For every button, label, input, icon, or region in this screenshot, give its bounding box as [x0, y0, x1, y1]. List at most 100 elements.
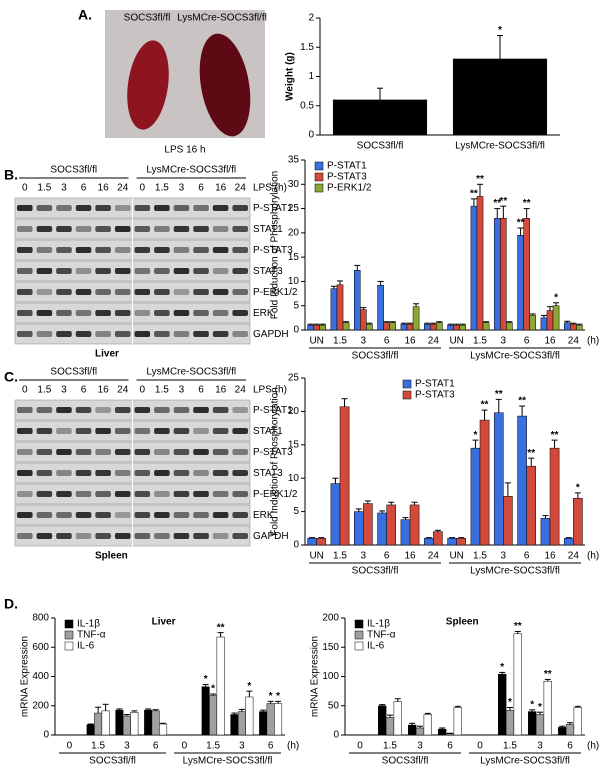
blot-band [154, 310, 170, 316]
bar [342, 322, 350, 331]
blot-band [95, 449, 111, 455]
time-label: 1.5 [37, 385, 51, 396]
bar [319, 324, 327, 331]
blot-band [193, 226, 209, 232]
bar [400, 519, 411, 546]
blot-band [173, 470, 190, 476]
bar [565, 724, 575, 736]
blot-band [56, 331, 72, 337]
blot-band [173, 289, 190, 295]
y-axis-label: Weight (g) [285, 52, 296, 101]
time-label: 3 [61, 385, 67, 396]
blot-band [134, 268, 151, 274]
blot-unit: LPS (h) [253, 183, 287, 194]
bar [430, 323, 437, 331]
bar [353, 270, 361, 331]
bar [503, 495, 513, 546]
x-tick-label: 6 [384, 551, 390, 562]
bar [540, 317, 548, 331]
annotation: ** [517, 218, 525, 229]
x-unit: (h) [587, 336, 599, 347]
bar [389, 322, 397, 331]
y-tick-label: 10 [288, 276, 300, 287]
bar [201, 686, 210, 736]
blot-band [114, 428, 131, 434]
x-tick-label: 0 [477, 741, 483, 752]
bar [528, 711, 537, 736]
blot-band [173, 407, 190, 413]
x-tick-label: 6 [567, 741, 573, 752]
bar [330, 288, 338, 331]
blot-band [154, 512, 170, 518]
blot-row-label: GAPDH [253, 531, 289, 542]
y-tick-label: 600 [32, 642, 49, 653]
blot-band [173, 428, 190, 434]
blot-band [212, 533, 229, 539]
bar [438, 728, 447, 736]
annotation: * [500, 662, 504, 673]
bar [506, 322, 513, 331]
bar [313, 324, 320, 331]
blot-band [114, 205, 131, 211]
bar [570, 323, 577, 331]
annotation: ** [527, 448, 535, 459]
x-tick-label: 3 [537, 741, 543, 752]
blot-band [17, 289, 33, 295]
blot-band [114, 289, 131, 295]
blot-row-label: STAT3 [253, 468, 283, 479]
chart-title: Spleen [446, 617, 479, 628]
bar [409, 504, 420, 546]
bar [122, 715, 131, 736]
blot-band [17, 512, 33, 518]
blot-band [154, 226, 170, 232]
blot-band [17, 331, 33, 337]
x-tick-label: SOCS3fl/fl [357, 141, 404, 152]
blot-band [193, 310, 209, 316]
time-label: 16 [98, 183, 110, 194]
x-tick-label: 1.5 [503, 741, 517, 752]
y-tick-label: 0.5 [300, 100, 314, 111]
blot-band [154, 491, 170, 497]
blot-band [17, 268, 33, 274]
blot-band [36, 310, 53, 316]
blot-band [212, 331, 229, 337]
blot-band [212, 470, 229, 476]
y-tick-label: 25 [288, 373, 300, 384]
annotation: ** [493, 198, 501, 209]
panel-label: A. [78, 7, 92, 23]
annotation: ** [476, 174, 484, 185]
y-tick-label: 200 [322, 613, 339, 624]
blot-band [17, 533, 33, 539]
time-label: 6 [81, 183, 87, 194]
annotation: ** [495, 389, 503, 400]
bar [453, 324, 460, 331]
blot-row-label: ERK [253, 510, 274, 521]
bar [470, 205, 478, 331]
blot-band [193, 407, 209, 413]
blot-band [56, 428, 72, 434]
blot-band [193, 470, 209, 476]
blot-band [212, 205, 229, 211]
blot-band [173, 205, 190, 211]
blot-band [17, 247, 33, 253]
x-tick-label: 3 [124, 741, 130, 752]
blot-band [212, 512, 229, 518]
x-tick-label: 0 [67, 741, 73, 752]
blot-band [154, 470, 170, 476]
chart-title: Liver [152, 617, 176, 628]
time-label: 16 [98, 385, 110, 396]
x-tick-label: LysMCre-SOCS3fl/fl [455, 141, 545, 152]
time-label: 3 [179, 183, 185, 194]
blot-band [95, 247, 111, 253]
x-tick-label: 1.5 [333, 336, 347, 347]
blot-band [212, 310, 229, 316]
bar [339, 406, 350, 546]
time-label: 1.5 [155, 385, 169, 396]
legend-label: P-STAT3 [327, 172, 367, 183]
blot-band [114, 310, 131, 316]
bar [482, 322, 490, 331]
blot-band [173, 491, 190, 497]
bar [540, 518, 551, 546]
blot-band [36, 491, 53, 497]
x-tick-label: UN [449, 336, 463, 347]
